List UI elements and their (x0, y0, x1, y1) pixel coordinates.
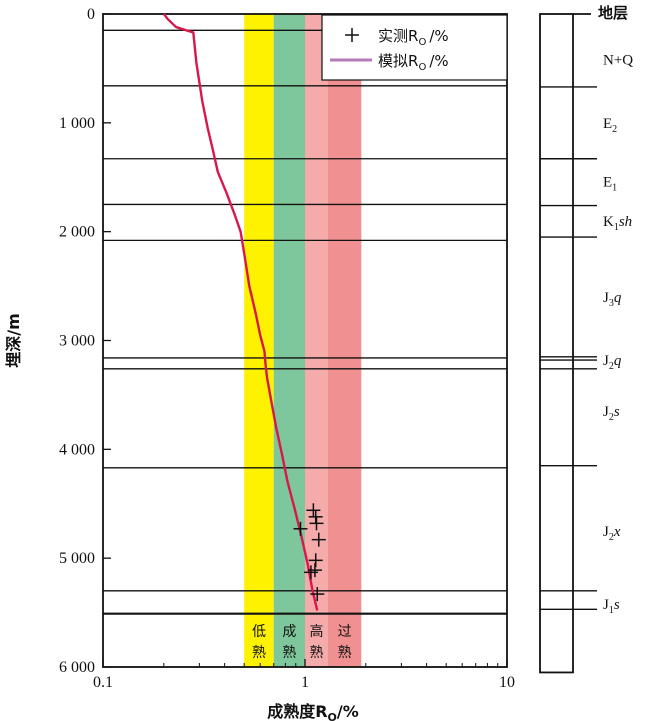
strat-unit-name: J (603, 597, 609, 613)
legend-label-simulated-sub: O (418, 62, 426, 73)
zone-label: 熟 (310, 645, 324, 661)
y-tick-label: 0 (87, 6, 95, 23)
zone-label: 熟 (252, 645, 266, 661)
strat-unit-suffix: x (613, 524, 621, 540)
zone-label: 成 (282, 624, 296, 640)
strat-title: 地层 (598, 4, 628, 22)
measured-ro-point (308, 553, 323, 568)
strat-unit-sub: 1 (612, 183, 617, 194)
legend-label-measured-unit: /% (429, 27, 448, 45)
strat-unit-label: K1sh (603, 214, 632, 233)
strat-unit-name: E (603, 116, 612, 132)
strat-unit-label: N+Q (603, 53, 633, 69)
strat-unit-suffix: sh (619, 214, 632, 230)
legend-label-measured-sub: O (418, 37, 426, 48)
y-tick-label: 6 000 (59, 659, 95, 676)
strat-unit-label: J2q (603, 353, 622, 372)
legend-label-simulated: 模拟RO/% (378, 52, 449, 73)
x-tick-label: 0.1 (93, 674, 113, 691)
y-tick-label: 2 000 (59, 224, 95, 241)
measured-ro-point (311, 532, 326, 547)
strat-unit-sub: 2 (609, 361, 614, 372)
measured-ro-point (310, 587, 325, 602)
zone-label: 高 (310, 623, 324, 640)
measured-ro-point (306, 503, 321, 518)
y-tick-label: 5 000 (59, 550, 95, 567)
strat-unit-suffix: q (614, 353, 622, 369)
strat-unit-suffix: s (614, 597, 620, 613)
strat-unit-label: J1s (603, 597, 620, 616)
zone-label: 熟 (338, 645, 352, 661)
strat-unit-label: J3q (603, 290, 622, 309)
legend-label-measured: 实测RO/% (378, 27, 449, 48)
zone-band (273, 14, 305, 615)
legend-label-measured-name: 实测R (378, 27, 418, 45)
zone-label: 过 (338, 624, 352, 640)
zone-label: 熟 (282, 645, 296, 661)
strat-unit-label: E2 (603, 116, 617, 135)
x-axis-title: 成熟度RO/% (267, 702, 359, 721)
legend-label-simulated-unit: /% (429, 52, 448, 70)
axis-ticks: 0.1 1 10 0 1 000 2 000 3 000 4 000 5 000 6 000 (59, 6, 515, 691)
y-tick-label: 3 000 (59, 333, 95, 350)
legend-box (321, 14, 508, 81)
measured-ro-point (293, 521, 308, 536)
x-tick-label: 1 (301, 674, 309, 691)
axis-labels: 成熟度RO/% 埋深/m (4, 313, 359, 721)
zone-label-band (244, 614, 274, 667)
legend-label-simulated-name: 模拟R (378, 52, 418, 70)
measured-ro-point (307, 563, 322, 578)
zone-label-band (273, 614, 305, 667)
strat-unit-name: E (603, 175, 612, 191)
horizon-lines (103, 29, 507, 615)
simulated-ro-line (162, 13, 319, 611)
measured-ro-point (309, 516, 324, 531)
strat-unit-label: J2x (603, 524, 621, 543)
zone-label: 低 (252, 624, 266, 640)
zone-label-band (328, 614, 362, 667)
zone-band (328, 14, 362, 615)
strat-unit-suffix: s (614, 404, 620, 420)
strat-unit-name: J (603, 353, 609, 369)
legend: 实测RO/%模拟RO/% (321, 14, 508, 81)
strat-unit-label: J2s (603, 404, 620, 423)
x-axis-title-sub: O (328, 711, 337, 721)
strat-unit-sub: 3 (609, 298, 614, 309)
strat-unit-sub: 2 (612, 124, 617, 135)
strat-unit-sub: 2 (609, 412, 614, 423)
strat-unit-name: J (603, 404, 609, 420)
strat-unit-sub: 2 (609, 532, 614, 543)
y-tick-label: 4 000 (59, 441, 95, 458)
strat-unit-name: N+Q (603, 53, 633, 69)
strat-unit-name: K (603, 214, 614, 230)
strat-column-box (539, 13, 574, 674)
x-tick-label: 10 (499, 674, 515, 691)
x-axis-title-unit: /% (337, 702, 359, 721)
data-series (162, 13, 326, 611)
y-tick-label: 1 000 (59, 115, 95, 132)
strat-unit-name: J (603, 524, 609, 540)
zone-band (244, 14, 274, 615)
strat-unit-sub: 1 (614, 222, 619, 233)
strat-unit-sub: 1 (609, 605, 614, 616)
zone-band (305, 14, 329, 615)
strat-unit-name: J (603, 290, 609, 306)
zone-label-band (305, 614, 329, 667)
strat-unit-suffix: q (614, 290, 622, 306)
x-axis-title-main: 成熟度R (267, 702, 327, 721)
y-axis-title: 埋深/m (4, 313, 23, 368)
strat-unit-label: E1 (603, 175, 617, 194)
measured-ro-point (308, 509, 323, 524)
